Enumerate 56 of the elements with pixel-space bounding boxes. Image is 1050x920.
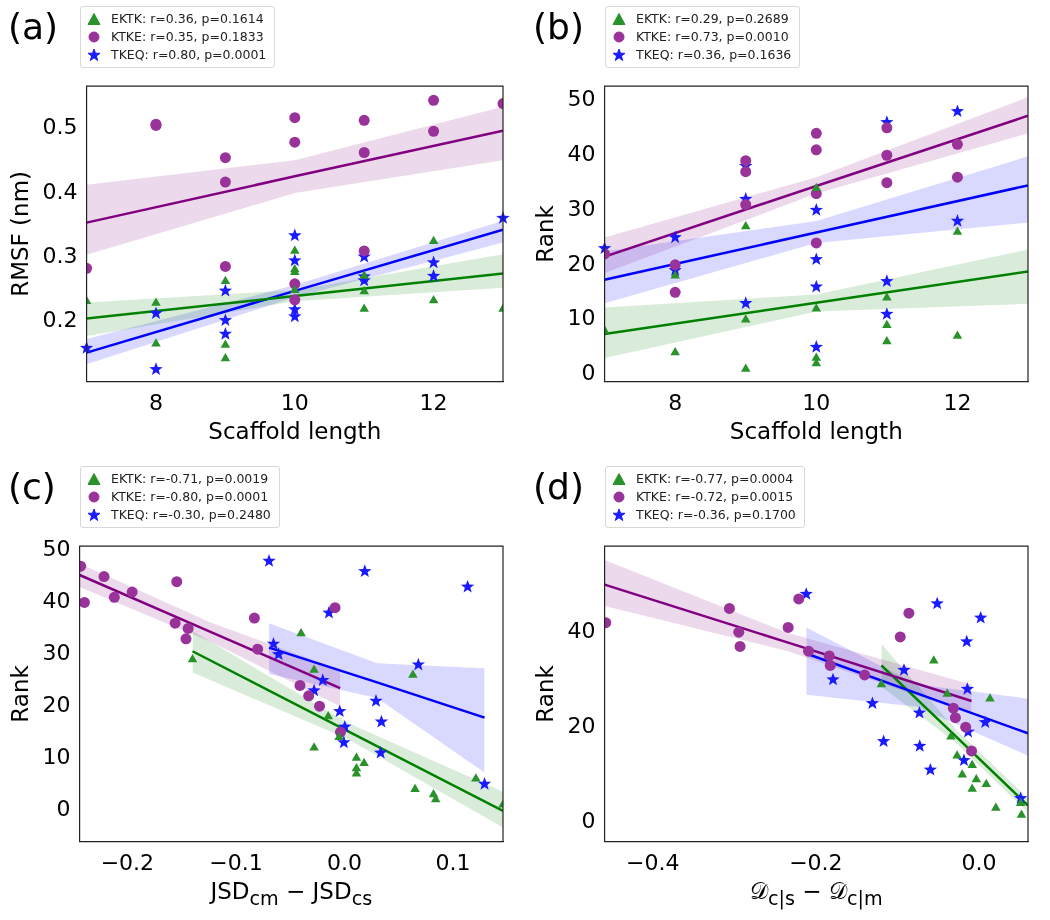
chart-title: (d) xyxy=(533,466,584,507)
x-tick-label: 10 xyxy=(280,389,309,415)
y-tick-label: 0 xyxy=(56,795,71,821)
x-tick-label: 10 xyxy=(802,389,831,415)
y-axis-title: Rank xyxy=(531,664,558,723)
y-tick-label: 30 xyxy=(42,640,71,666)
y-tick-label: 40 xyxy=(567,617,596,643)
y-tick-label: 0.2 xyxy=(42,307,78,333)
x-axis-title: 𝒟$_{c|s}$ − 𝒟$_{c|m}$ xyxy=(749,878,884,910)
y-tick-label: 10 xyxy=(567,305,596,331)
y-tick-label: 50 xyxy=(42,536,71,562)
x-tick-label: 8 xyxy=(148,389,163,415)
y-tick-label: 0 xyxy=(581,807,596,833)
legend-label: EKTK: r=-0.77, p=0.0004 xyxy=(636,470,794,488)
legend-label: TKEQ: r=0.80, p=0.0001 xyxy=(111,46,267,64)
y-tick-label: 0.3 xyxy=(42,243,78,269)
x-tick-label: 0.0 xyxy=(326,849,362,875)
legend-label: EKTK: r=0.29, p=0.2689 xyxy=(636,10,789,28)
x-tick-label: −0.1 xyxy=(209,849,263,875)
y-tick-label: 30 xyxy=(567,195,596,221)
x-axis-title: JSD$_{cm}$ − JSD$_{cs}$ xyxy=(208,878,374,910)
y-tick-label: 50 xyxy=(567,86,596,112)
legend-label: EKTK: r=-0.71, p=0.0019 xyxy=(111,470,269,488)
x-tick-label: 12 xyxy=(943,389,972,415)
y-tick-label: 20 xyxy=(567,712,596,738)
legend-label: TKEQ: r=-0.30, p=0.2480 xyxy=(111,506,271,524)
chart-title: (b) xyxy=(533,6,584,47)
y-axis-title: Rank xyxy=(6,664,33,723)
y-tick-label: 20 xyxy=(567,250,596,276)
x-tick-label: 0.1 xyxy=(435,849,471,875)
x-tick-label: 8 xyxy=(668,389,683,415)
y-tick-label: 10 xyxy=(42,743,71,769)
y-tick-label: 0.5 xyxy=(42,114,78,140)
legend-label: KTKE: r=-0.80, p=0.0001 xyxy=(111,488,269,506)
chart-title: (c) xyxy=(8,466,56,507)
legend-label: TKEQ: r=-0.36, p=0.1700 xyxy=(636,506,796,524)
y-tick-label: 20 xyxy=(42,691,71,717)
x-tick-label: 0.0 xyxy=(961,849,997,875)
legend-label: KTKE: r=0.73, p=0.0010 xyxy=(636,28,789,46)
x-axis-title: Scaffold length xyxy=(207,418,383,444)
y-tick-label: 0.4 xyxy=(42,178,78,204)
x-tick-label: −0.2 xyxy=(100,849,155,875)
legend-label: KTKE: r=0.35, p=0.1833 xyxy=(111,28,264,46)
y-tick-label: 40 xyxy=(42,588,71,614)
legend-label: EKTK: r=0.36, p=0.1614 xyxy=(111,10,264,28)
y-axis-title: RMSF (nm) xyxy=(6,170,33,297)
chart-title: (a) xyxy=(8,6,59,47)
x-tick-label: 12 xyxy=(419,389,448,415)
legend-label: TKEQ: r=0.36, p=0.1636 xyxy=(636,46,792,64)
x-axis-title: Scaffold length xyxy=(728,418,904,444)
x-tick-label: −0.4 xyxy=(626,849,680,875)
x-tick-label: −0.2 xyxy=(789,849,843,875)
y-tick-label: 40 xyxy=(567,140,596,166)
legend-label: KTKE: r=-0.72, p=0.0015 xyxy=(636,488,794,506)
y-axis-title: Rank xyxy=(531,204,558,263)
y-tick-label: 0 xyxy=(581,360,596,386)
